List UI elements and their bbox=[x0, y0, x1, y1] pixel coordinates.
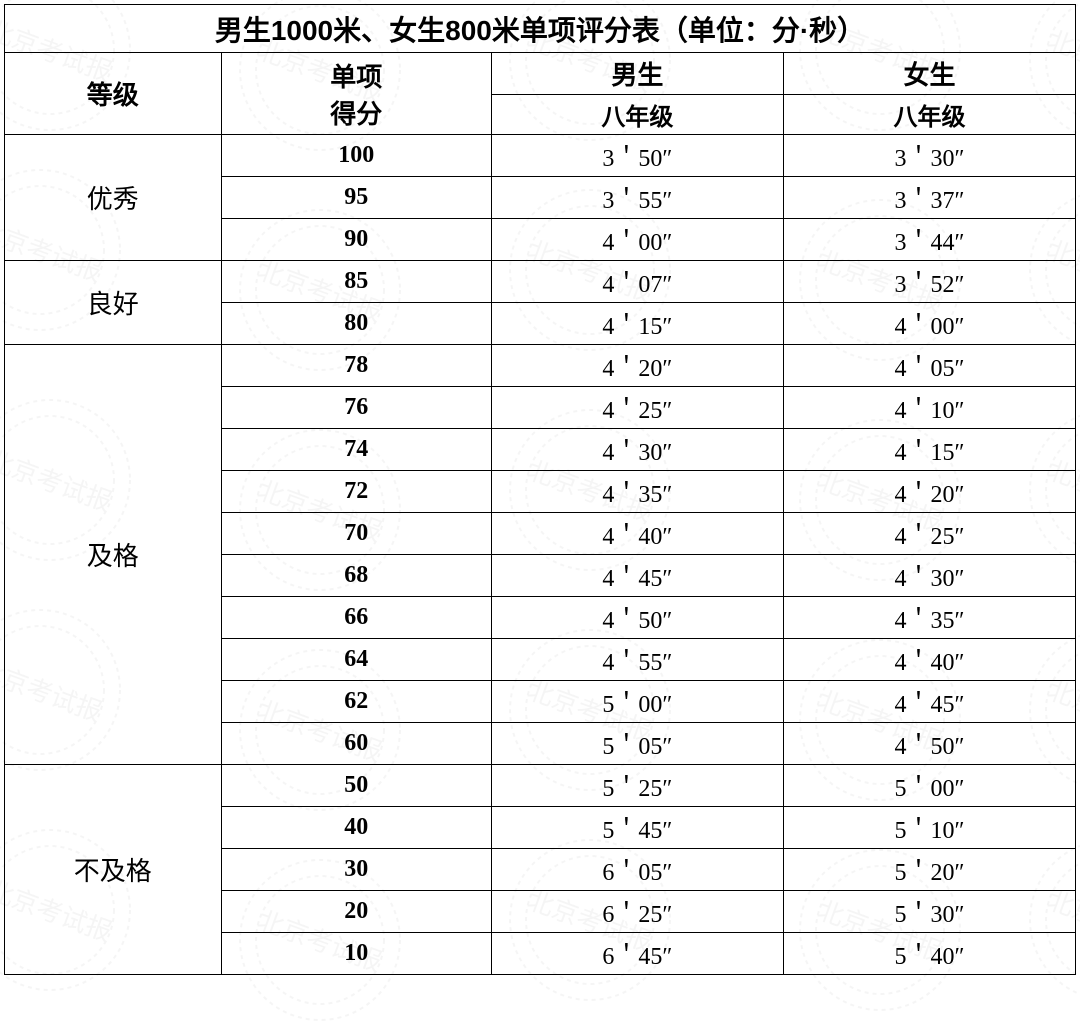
score-cell: 68 bbox=[221, 555, 491, 597]
male-time-cell: 4＇55″ bbox=[491, 639, 783, 681]
male-subheader: 八年级 bbox=[491, 95, 783, 135]
score-cell: 70 bbox=[221, 513, 491, 555]
male-time-cell: 4＇45″ bbox=[491, 555, 783, 597]
female-time-cell: 4＇30″ bbox=[783, 555, 1075, 597]
grade-label: 优秀 bbox=[5, 135, 222, 261]
male-time-cell: 3＇55″ bbox=[491, 177, 783, 219]
score-cell: 50 bbox=[221, 765, 491, 807]
female-time-cell: 5＇20″ bbox=[783, 849, 1075, 891]
male-time-cell: 6＇05″ bbox=[491, 849, 783, 891]
male-time-cell: 4＇40″ bbox=[491, 513, 783, 555]
female-time-cell: 4＇05″ bbox=[783, 345, 1075, 387]
female-time-cell: 4＇10″ bbox=[783, 387, 1075, 429]
male-time-cell: 5＇25″ bbox=[491, 765, 783, 807]
female-time-cell: 5＇10″ bbox=[783, 807, 1075, 849]
grade-label: 不及格 bbox=[5, 765, 222, 975]
score-cell: 10 bbox=[221, 933, 491, 975]
table-row: 良好854＇07″3＇52″ bbox=[5, 261, 1076, 303]
female-time-cell: 4＇00″ bbox=[783, 303, 1075, 345]
score-cell: 90 bbox=[221, 219, 491, 261]
score-cell: 76 bbox=[221, 387, 491, 429]
table-row: 等级单项得分男生女生 bbox=[5, 53, 1076, 95]
grade-header: 等级 bbox=[5, 53, 222, 135]
female-time-cell: 4＇25″ bbox=[783, 513, 1075, 555]
male-time-cell: 6＇45″ bbox=[491, 933, 783, 975]
male-header: 男生 bbox=[491, 53, 783, 95]
table-row: 优秀1003＇50″3＇30″ bbox=[5, 135, 1076, 177]
score-cell: 100 bbox=[221, 135, 491, 177]
grade-label: 良好 bbox=[5, 261, 222, 345]
male-time-cell: 5＇00″ bbox=[491, 681, 783, 723]
male-time-cell: 4＇07″ bbox=[491, 261, 783, 303]
table-title: 男生1000米、女生800米单项评分表（单位：分·秒） bbox=[5, 5, 1076, 53]
score-cell: 74 bbox=[221, 429, 491, 471]
female-time-cell: 3＇44″ bbox=[783, 219, 1075, 261]
score-cell: 20 bbox=[221, 891, 491, 933]
score-cell: 30 bbox=[221, 849, 491, 891]
female-time-cell: 5＇30″ bbox=[783, 891, 1075, 933]
table-row: 及格784＇20″4＇05″ bbox=[5, 345, 1076, 387]
female-time-cell: 4＇45″ bbox=[783, 681, 1075, 723]
male-time-cell: 4＇35″ bbox=[491, 471, 783, 513]
score-cell: 72 bbox=[221, 471, 491, 513]
score-cell: 85 bbox=[221, 261, 491, 303]
male-time-cell: 4＇25″ bbox=[491, 387, 783, 429]
female-time-cell: 4＇20″ bbox=[783, 471, 1075, 513]
female-subheader: 八年级 bbox=[783, 95, 1075, 135]
scoring-table: 男生1000米、女生800米单项评分表（单位：分·秒）等级单项得分男生女生八年级… bbox=[4, 4, 1076, 975]
female-time-cell: 3＇30″ bbox=[783, 135, 1075, 177]
female-time-cell: 4＇50″ bbox=[783, 723, 1075, 765]
table-body: 男生1000米、女生800米单项评分表（单位：分·秒）等级单项得分男生女生八年级… bbox=[5, 5, 1076, 975]
score-cell: 60 bbox=[221, 723, 491, 765]
male-time-cell: 4＇50″ bbox=[491, 597, 783, 639]
male-time-cell: 3＇50″ bbox=[491, 135, 783, 177]
table-row: 不及格505＇25″5＇00″ bbox=[5, 765, 1076, 807]
male-time-cell: 4＇00″ bbox=[491, 219, 783, 261]
score-cell: 66 bbox=[221, 597, 491, 639]
female-time-cell: 5＇00″ bbox=[783, 765, 1075, 807]
grade-label: 及格 bbox=[5, 345, 222, 765]
male-time-cell: 4＇30″ bbox=[491, 429, 783, 471]
score-cell: 80 bbox=[221, 303, 491, 345]
score-cell: 95 bbox=[221, 177, 491, 219]
male-time-cell: 5＇05″ bbox=[491, 723, 783, 765]
score-cell: 64 bbox=[221, 639, 491, 681]
female-header: 女生 bbox=[783, 53, 1075, 95]
male-time-cell: 4＇20″ bbox=[491, 345, 783, 387]
female-time-cell: 4＇15″ bbox=[783, 429, 1075, 471]
score-cell: 62 bbox=[221, 681, 491, 723]
male-time-cell: 6＇25″ bbox=[491, 891, 783, 933]
female-time-cell: 4＇40″ bbox=[783, 639, 1075, 681]
score-cell: 40 bbox=[221, 807, 491, 849]
male-time-cell: 5＇45″ bbox=[491, 807, 783, 849]
score-cell: 78 bbox=[221, 345, 491, 387]
score-header: 单项得分 bbox=[221, 53, 491, 135]
table-row: 男生1000米、女生800米单项评分表（单位：分·秒） bbox=[5, 5, 1076, 53]
female-time-cell: 3＇37″ bbox=[783, 177, 1075, 219]
female-time-cell: 4＇35″ bbox=[783, 597, 1075, 639]
male-time-cell: 4＇15″ bbox=[491, 303, 783, 345]
female-time-cell: 5＇40″ bbox=[783, 933, 1075, 975]
female-time-cell: 3＇52″ bbox=[783, 261, 1075, 303]
